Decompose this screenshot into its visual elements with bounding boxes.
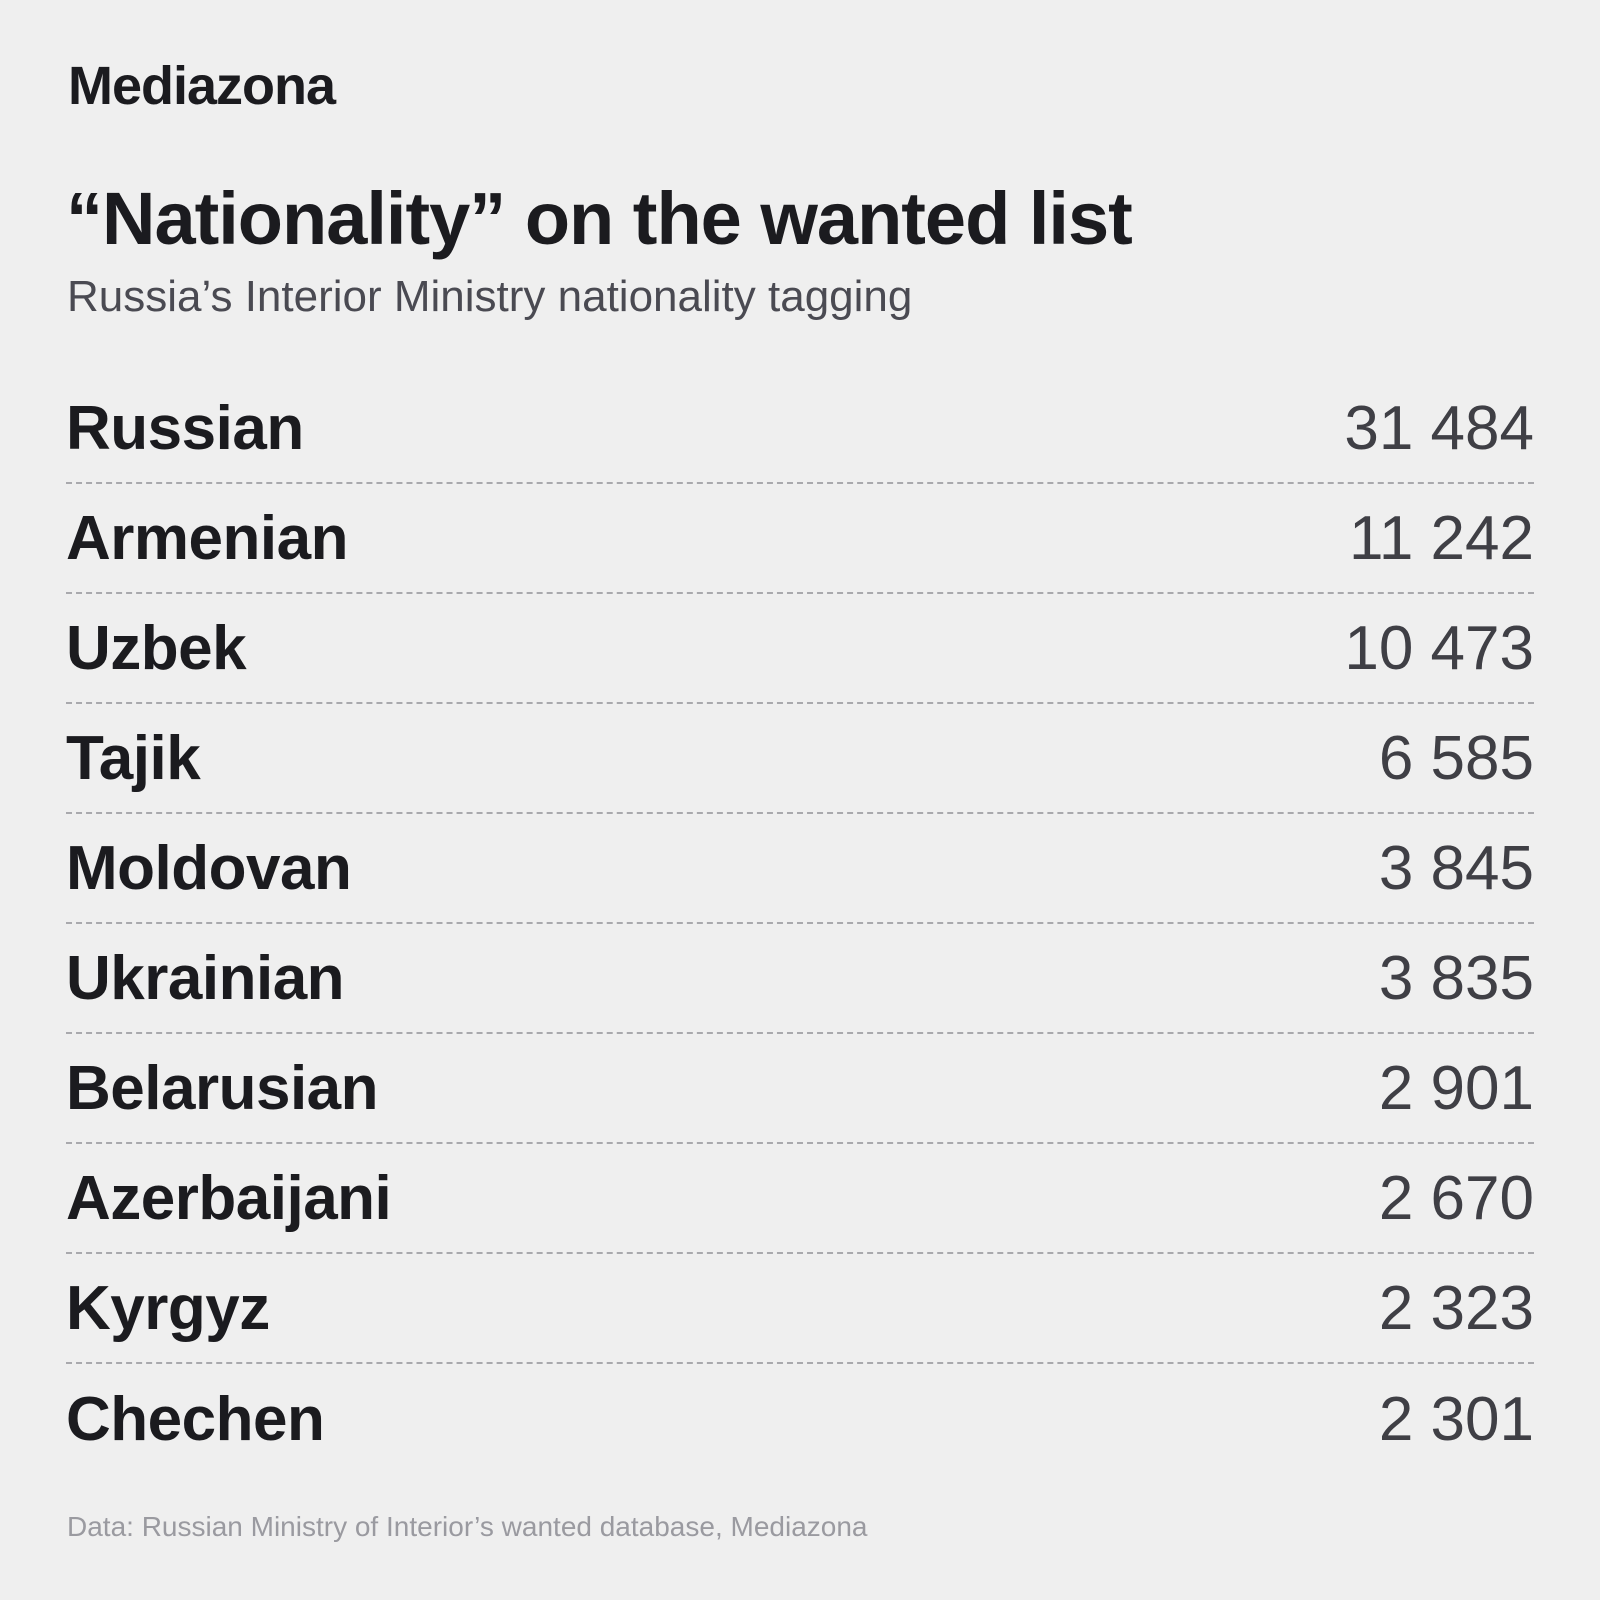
table-row: Belarusian 2 901 [66,1034,1534,1144]
row-label: Moldovan [66,833,352,903]
row-label: Uzbek [66,613,247,683]
row-label: Tajik [66,723,201,793]
table-row: Russian 31 484 [66,374,1534,484]
row-value: 3 845 [1378,833,1534,903]
row-label: Chechen [66,1384,325,1454]
row-value: 2 323 [1378,1273,1534,1343]
row-label: Azerbaijani [66,1163,392,1233]
chart-title: “Nationality” on the wanted list [66,177,1133,260]
row-value: 2 901 [1378,1053,1534,1123]
row-value: 11 242 [1348,503,1534,573]
source-note: Data: Russian Ministry of Interior’s wan… [67,1511,868,1542]
row-label: Armenian [66,503,348,573]
row-value: 6 585 [1378,723,1534,793]
row-value: 10 473 [1344,613,1534,683]
row-label: Russian [66,393,304,463]
row-value: 2 301 [1378,1384,1534,1454]
row-value: 3 835 [1378,943,1534,1013]
table-row: Uzbek 10 473 [66,594,1534,704]
nationality-table: Russian 31 484 Armenian 11 242 Uzbek 10 473 Ta… [66,374,1534,1474]
row-value: 31 484 [1344,393,1534,463]
row-label: Kyrgyz [66,1273,270,1343]
table-row: Tajik 6 585 [66,704,1534,814]
row-label: Ukrainian [66,943,345,1013]
table-row: Chechen 2 301 [66,1364,1534,1474]
chart-subtitle: Russia’s Interior Ministry nationality t… [67,272,913,321]
table-row: Azerbaijani 2 670 [66,1144,1534,1254]
table-row: Armenian 11 242 [66,484,1534,594]
table-row: Kyrgyz 2 323 [66,1254,1534,1364]
table-row: Moldovan 3 845 [66,814,1534,924]
row-value: 2 670 [1378,1163,1534,1233]
row-label: Belarusian [66,1053,379,1123]
table-row: Ukrainian 3 835 [66,924,1534,1034]
brand-logo: Mediazona [68,56,336,116]
